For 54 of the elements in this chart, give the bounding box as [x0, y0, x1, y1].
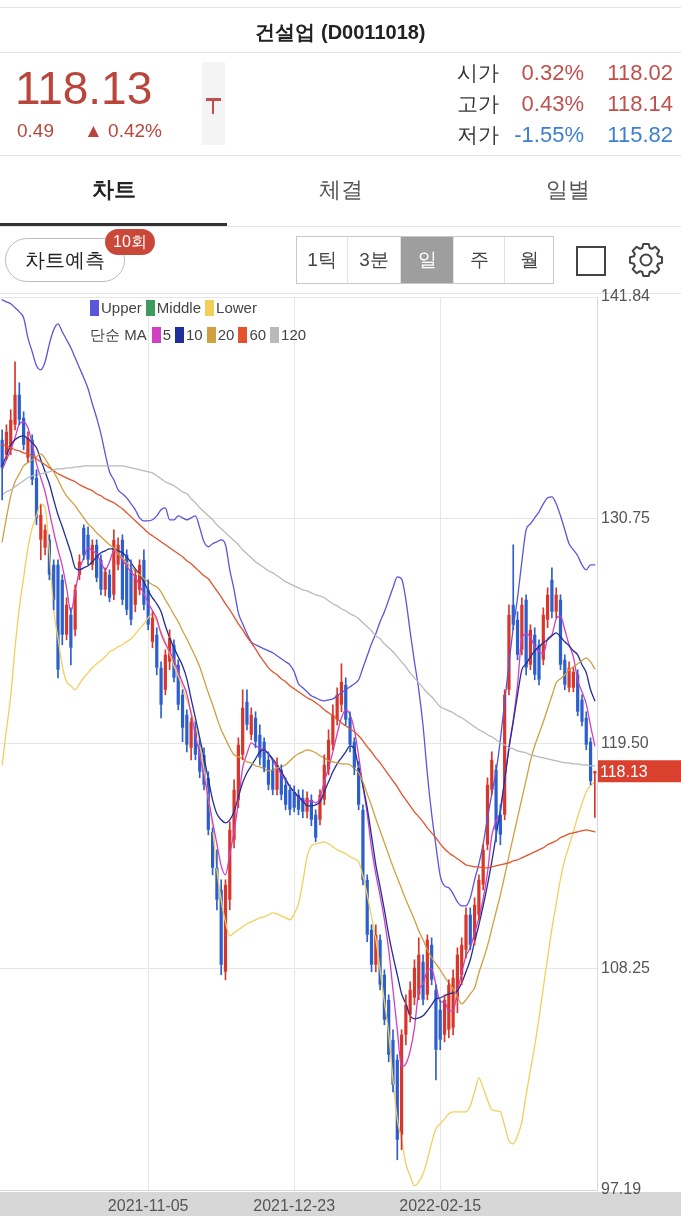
candlestick — [537, 639, 541, 686]
legend-label: 5 — [162, 326, 172, 344]
candlestick — [245, 689, 249, 731]
x-tick-label: 2021-11-05 — [107, 1197, 189, 1215]
candlestick — [26, 431, 30, 463]
y-tick-label: 130.75 — [601, 509, 651, 527]
legend-title: 단순 MA — [90, 326, 147, 344]
text: 118.13 — [15, 61, 153, 116]
text: -1.55% — [514, 121, 584, 149]
y-tick-label: 141.84 — [601, 287, 651, 305]
count-badge: 10회 — [105, 229, 155, 255]
y-tick-label: 119.50 — [601, 734, 649, 752]
text: 118.14 — [607, 90, 673, 118]
candlestick — [129, 559, 133, 626]
legend-label: Lower — [216, 299, 257, 317]
text: 115.82 — [607, 121, 673, 149]
text: 118.02 — [607, 59, 673, 87]
candlestick — [86, 526, 90, 566]
text: 고가 — [457, 91, 499, 117]
chart-title: 건설업 (D0011018) — [254, 20, 427, 45]
candlestick — [103, 567, 107, 597]
legend-label: 120 — [281, 326, 307, 344]
text: 0.49 — [17, 119, 54, 143]
candlestick — [56, 559, 60, 679]
text: 차트 — [0, 157, 227, 226]
text: 0.32% — [521, 59, 584, 87]
y-tick-label: 97.19 — [601, 1180, 642, 1198]
segmented-control: 1틱 3분 일 주 월 — [296, 236, 554, 284]
legend-label: 10 — [186, 326, 203, 344]
x-tick-label: 2022-02-15 — [399, 1197, 482, 1215]
candlestick — [39, 504, 43, 561]
legend-label: 60 — [249, 326, 267, 344]
x-tick-label: 2021-12-23 — [253, 1197, 336, 1215]
candlestick — [249, 707, 253, 741]
candlestick — [567, 661, 571, 693]
candlestick — [159, 661, 163, 719]
text: 체결 — [317, 176, 364, 204]
text: 118.13 — [600, 762, 648, 780]
line-series — [1, 503, 596, 1187]
text: ▲ 0.42% — [84, 119, 162, 143]
candlestick — [69, 607, 73, 666]
text: 0.43% — [521, 90, 584, 118]
candlestick — [550, 567, 554, 619]
candlestick — [434, 984, 438, 1081]
text: 일별 — [544, 176, 591, 204]
text: 저가 — [457, 122, 499, 148]
legend-label: 20 — [217, 326, 235, 344]
candlestick — [421, 954, 425, 1006]
y-tick-label: 108.25 — [601, 959, 651, 977]
legend-label: Middle — [156, 299, 202, 317]
legend-label: Upper — [101, 299, 142, 317]
candlestick — [361, 804, 365, 886]
candlestick — [288, 784, 292, 816]
text: 시가 — [457, 60, 499, 86]
